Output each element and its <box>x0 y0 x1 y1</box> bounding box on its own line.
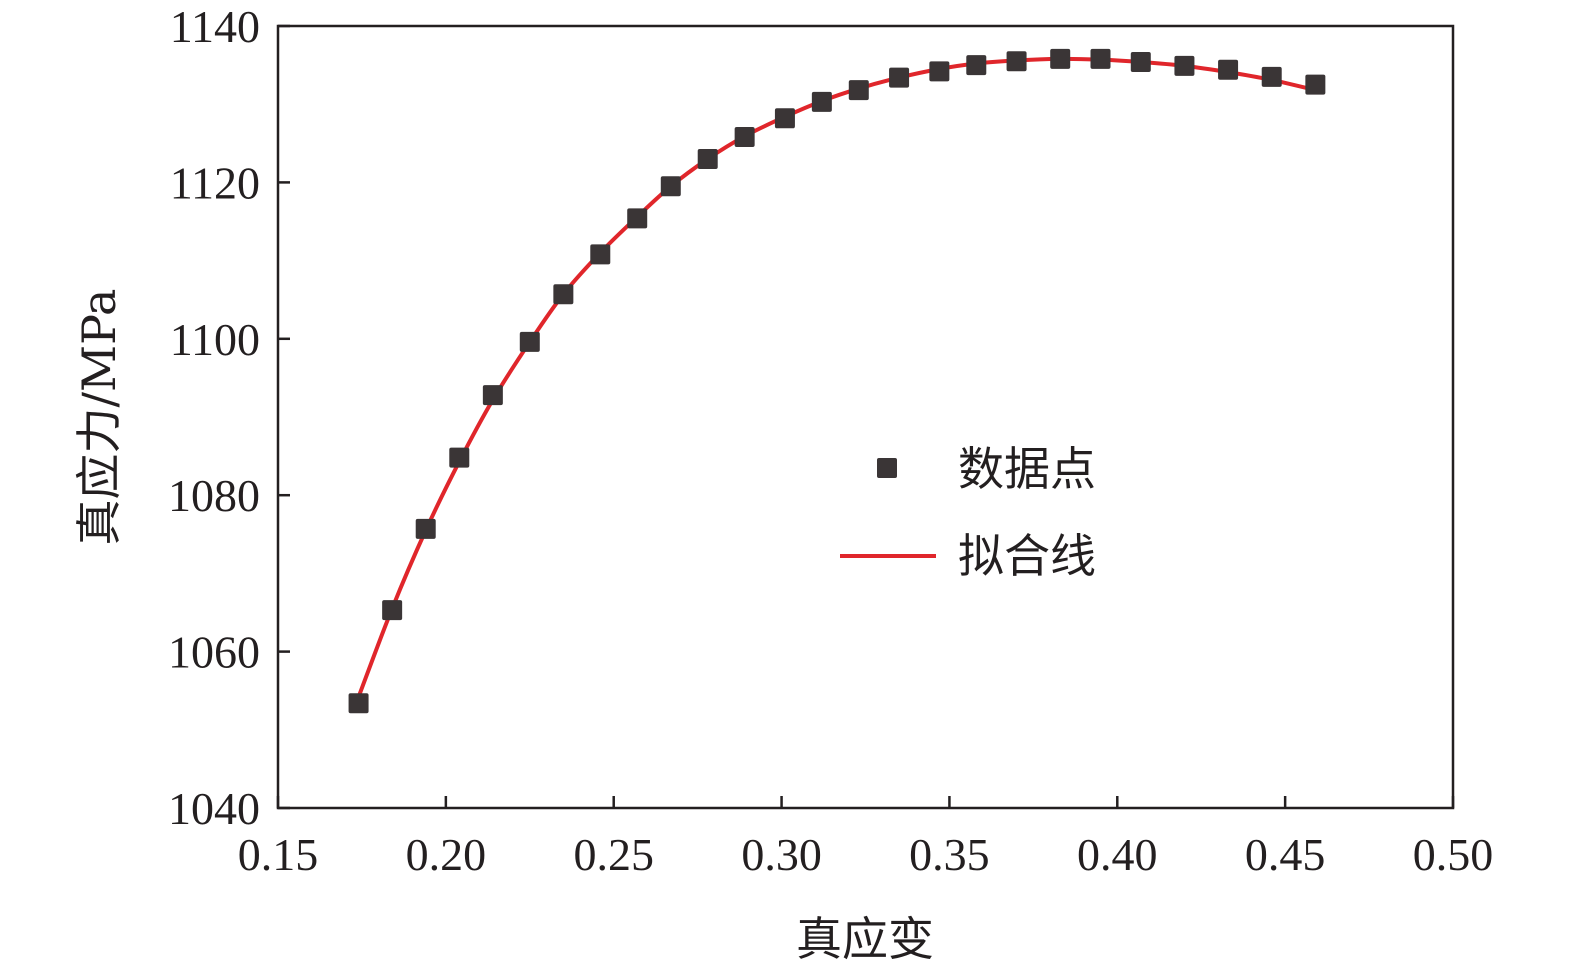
data-point <box>811 91 832 112</box>
data-point <box>348 693 369 714</box>
legend: 数据点 拟合线 <box>840 442 1096 583</box>
x-tick-label: 0.15 <box>238 829 319 880</box>
data-point <box>660 176 681 197</box>
x-tick-label: 0.35 <box>909 829 990 880</box>
y-tick-label: 1100 <box>170 314 260 365</box>
data-point <box>929 61 950 82</box>
data-point <box>482 385 503 406</box>
data-point <box>1218 59 1239 80</box>
x-axis-label: 真应变 <box>796 912 934 966</box>
data-point <box>1261 66 1282 87</box>
data-point <box>889 67 910 88</box>
data-point <box>966 55 987 76</box>
data-point <box>627 208 648 229</box>
x-tick-label: 0.45 <box>1245 829 1326 880</box>
y-axis-label: 真应力/MPa <box>72 289 126 546</box>
x-tick-label: 0.25 <box>573 829 654 880</box>
data-point <box>774 108 795 129</box>
y-axis-ticks: 1040 1060 1080 1100 1120 1140 <box>168 1 290 834</box>
data-point <box>519 331 540 352</box>
data-point <box>1006 51 1027 72</box>
legend-label-points: 数据点 <box>958 442 1096 496</box>
y-tick-label: 1120 <box>170 157 260 208</box>
data-point <box>1130 51 1151 72</box>
x-axis-ticks: 0.15 0.20 0.25 0.30 0.35 0.40 0.45 0.50 <box>238 796 1494 880</box>
data-points-layer <box>348 48 1326 714</box>
data-point <box>1090 48 1111 69</box>
data-point <box>449 447 470 468</box>
plot-frame <box>276 24 1455 810</box>
legend-label-fit: 拟合线 <box>958 529 1096 583</box>
data-point <box>553 284 574 305</box>
y-tick-label: 1080 <box>168 470 260 521</box>
y-tick-label: 1060 <box>168 627 260 678</box>
y-tick-label: 1140 <box>170 1 260 52</box>
fit-line-layer <box>356 56 1316 698</box>
fit-line <box>356 56 1316 698</box>
data-point <box>590 244 611 265</box>
data-point <box>848 80 869 101</box>
x-tick-label: 0.30 <box>741 829 822 880</box>
x-tick-label: 0.50 <box>1413 829 1494 880</box>
legend-marker-points <box>877 458 897 478</box>
data-point <box>697 148 718 169</box>
data-point <box>1174 55 1195 76</box>
data-point <box>1050 48 1071 69</box>
data-point <box>415 518 436 539</box>
x-tick-label: 0.40 <box>1077 829 1158 880</box>
data-point <box>734 127 755 148</box>
data-point <box>382 600 403 621</box>
data-point <box>1305 74 1326 95</box>
y-tick-label: 1040 <box>168 783 260 834</box>
x-tick-label: 0.20 <box>406 829 487 880</box>
